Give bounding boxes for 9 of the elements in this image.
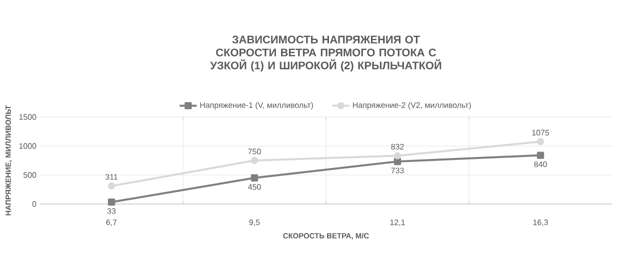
point — [250, 156, 258, 164]
point — [250, 174, 258, 182]
point — [394, 152, 402, 160]
point — [108, 182, 116, 190]
point — [394, 158, 402, 166]
point — [536, 152, 544, 159]
chart-title: ЗАВИСИМОСТЬ НАПРЯЖЕНИЯ ОТ СКОРОСТИ ВЕТРА ПРЯМОГО ПОТОКА С УЗКОЙ (1) И ШИРОКОЙ (2) КРЫЛЬЧАТКОЙ — [210, 36, 442, 72]
point — [108, 198, 116, 206]
point — [536, 138, 544, 146]
